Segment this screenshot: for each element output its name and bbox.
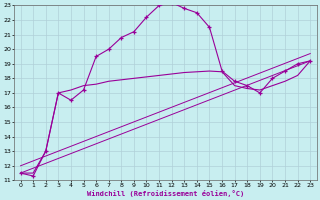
X-axis label: Windchill (Refroidissement éolien,°C): Windchill (Refroidissement éolien,°C) [87,190,244,197]
